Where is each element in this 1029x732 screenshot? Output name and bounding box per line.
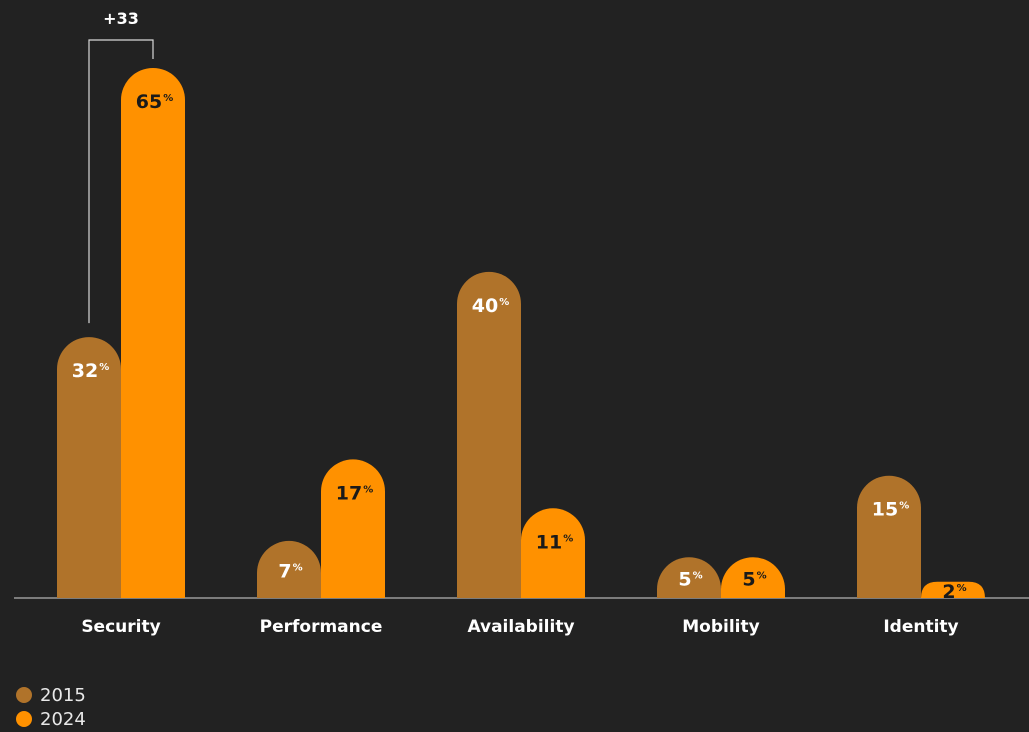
legend-label-2015: 2015 xyxy=(40,684,86,706)
data-label-2015-performance: 7 xyxy=(278,560,291,582)
legend-swatch-2024 xyxy=(16,711,32,727)
legend-label-2024: 2024 xyxy=(40,708,86,730)
annotation-label: +33 xyxy=(103,9,139,28)
bar-2024-security xyxy=(121,68,185,598)
data-label-unit-2024-availability: % xyxy=(563,533,573,544)
data-label-2024-mobility: 5 xyxy=(742,569,755,591)
bar-2015-mobility xyxy=(657,557,721,598)
data-label-unit-2024-identity: % xyxy=(957,583,967,594)
data-label-2024-identity: 2 xyxy=(942,581,955,603)
bar-2015-availability xyxy=(457,271,521,598)
data-label-2015-identity: 15 xyxy=(872,499,898,521)
bar-2015-security xyxy=(57,337,121,598)
x-tick-label-performance: Performance xyxy=(260,617,383,637)
data-label-unit-2015-identity: % xyxy=(899,501,909,512)
legend-item-2015: 2015 xyxy=(16,683,86,707)
x-tick-label-security: Security xyxy=(81,617,160,637)
data-label-unit-2024-performance: % xyxy=(363,484,373,495)
data-label-2015-security: 32 xyxy=(72,360,98,382)
bar-2015-identity xyxy=(857,475,921,598)
data-label-unit-2024-security: % xyxy=(163,93,173,104)
data-label-unit-2024-mobility: % xyxy=(757,571,767,582)
x-tick-label-mobility: Mobility xyxy=(682,617,759,637)
data-label-2024-performance: 17 xyxy=(336,482,362,504)
bar-2024-identity xyxy=(921,581,985,598)
data-label-unit-2015-availability: % xyxy=(499,297,509,308)
data-label-unit-2015-security: % xyxy=(99,362,109,373)
annotation-bracket xyxy=(88,39,154,324)
legend-swatch-2015 xyxy=(16,687,32,703)
x-tick-label-availability: Availability xyxy=(467,617,574,637)
bar-2024-availability xyxy=(521,508,585,598)
legend: 2015 2024 xyxy=(16,683,86,731)
bar-2024-performance xyxy=(321,459,385,598)
data-label-2015-mobility: 5 xyxy=(678,569,691,591)
x-tick-label-identity: Identity xyxy=(883,617,958,637)
legend-item-2024: 2024 xyxy=(16,707,86,731)
data-label-unit-2015-performance: % xyxy=(293,562,303,573)
data-label-unit-2015-mobility: % xyxy=(693,571,703,582)
bar-2024-mobility xyxy=(721,557,785,598)
data-label-2024-security: 65 xyxy=(136,91,162,113)
bar-2015-performance xyxy=(257,540,321,598)
data-label-2024-availability: 11 xyxy=(536,531,562,553)
data-label-2015-availability: 40 xyxy=(472,295,498,317)
